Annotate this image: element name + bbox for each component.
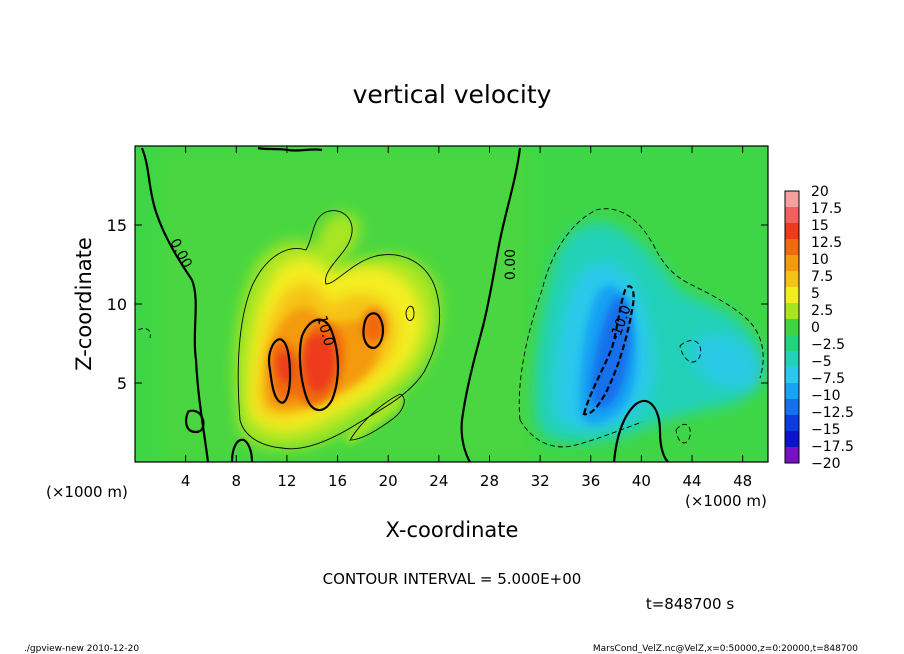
contour-interval: CONTOUR INTERVAL = 5.000E+00 [323, 570, 582, 588]
colorbar-label: −17.5 [811, 439, 854, 455]
y-axis: 5 10 15 [107, 216, 768, 393]
footer-right: MarsCond_VelZ.nc@VelZ,x=0:50000,z=0:2000… [593, 644, 858, 654]
x-tick-label: 44 [682, 472, 701, 490]
x-axis-label: X-coordinate [386, 518, 519, 542]
x-tick-label: 4 [181, 472, 191, 490]
colorbar-swatch [785, 255, 799, 272]
chart-title: vertical velocity [353, 80, 552, 109]
zero-contours [140, 146, 669, 462]
colorbar-label: 10 [811, 252, 829, 268]
footer-left: ./gpview-new 2010-12-20 [24, 644, 139, 654]
colorbar-label: −20 [811, 456, 841, 472]
colorbar-swatch [785, 415, 799, 432]
x-tick-label: 28 [480, 472, 499, 490]
x-unit-right: (×1000 m) [685, 492, 767, 510]
colorbar-label: −7.5 [811, 371, 845, 387]
colorbar-swatch [785, 367, 799, 384]
y-tick-label: 10 [107, 295, 127, 314]
x-unit-left: (×1000 m) [46, 483, 128, 501]
colorbar-swatch [785, 271, 799, 288]
x-tick-label: 20 [379, 472, 398, 490]
contour-label: 0.00 [503, 249, 519, 280]
colorbar-swatch [785, 191, 799, 208]
colorbar-swatch [785, 335, 799, 352]
colorbar-swatch [785, 287, 799, 304]
colorbar-swatch [785, 303, 799, 320]
colorbar-label: 5 [811, 286, 820, 302]
y-axis-label: Z-coordinate [72, 237, 96, 371]
colorbar-swatch [785, 351, 799, 368]
colorbar-label: 0 [811, 320, 820, 336]
x-tick-label: 16 [328, 472, 347, 490]
y-tick-label: 5 [117, 374, 127, 393]
colorbar-frame [784, 190, 800, 464]
colorbar-label: 12.5 [811, 235, 842, 251]
updraft-region [234, 212, 441, 449]
negative-contours [137, 208, 764, 448]
y-tick-label: 15 [107, 216, 127, 235]
x-tick-label: 12 [277, 472, 296, 490]
time-stamp: t=848700 s [646, 595, 734, 613]
colorbar-swatch [785, 399, 799, 416]
x-tick-label: 40 [632, 472, 651, 490]
colorbar-label: −10 [811, 388, 841, 404]
colorbar-swatch [785, 447, 799, 464]
colorbar-swatch [785, 319, 799, 336]
colorbar-label: 20 [811, 184, 829, 200]
x-axis: 4 8 12 16 20 24 28 32 36 40 44 48 [181, 146, 752, 490]
colorbar-label: 17.5 [811, 201, 842, 217]
colorbar-label: −15 [811, 422, 841, 438]
colorbar-label: −12.5 [811, 405, 854, 421]
colorbar-label: −2.5 [811, 337, 845, 353]
x-tick-label: 8 [232, 472, 242, 490]
colorbar-label: 15 [811, 218, 829, 234]
colorbar-swatch [785, 223, 799, 240]
colorbar-label: −5 [811, 354, 832, 370]
plus-ten-contours [268, 312, 384, 412]
x-tick-label: 24 [429, 472, 448, 490]
contour-label: 10.0 [313, 314, 337, 348]
colorbar-swatch [785, 431, 799, 448]
colorbar-swatch [785, 207, 799, 224]
x-tick-label: 32 [531, 472, 550, 490]
x-tick-label: 48 [733, 472, 752, 490]
colorbar: 2017.51512.5107.552.50−2.5−5−7.5−10−12.5… [784, 184, 854, 472]
colorbar-label: 7.5 [811, 269, 833, 285]
downdraft-region [534, 222, 762, 443]
colorbar-swatch [785, 239, 799, 256]
colorbar-label: 2.5 [811, 303, 833, 319]
positive-contours [237, 210, 441, 450]
x-tick-label: 36 [581, 472, 600, 490]
colorbar-swatch [785, 383, 799, 400]
